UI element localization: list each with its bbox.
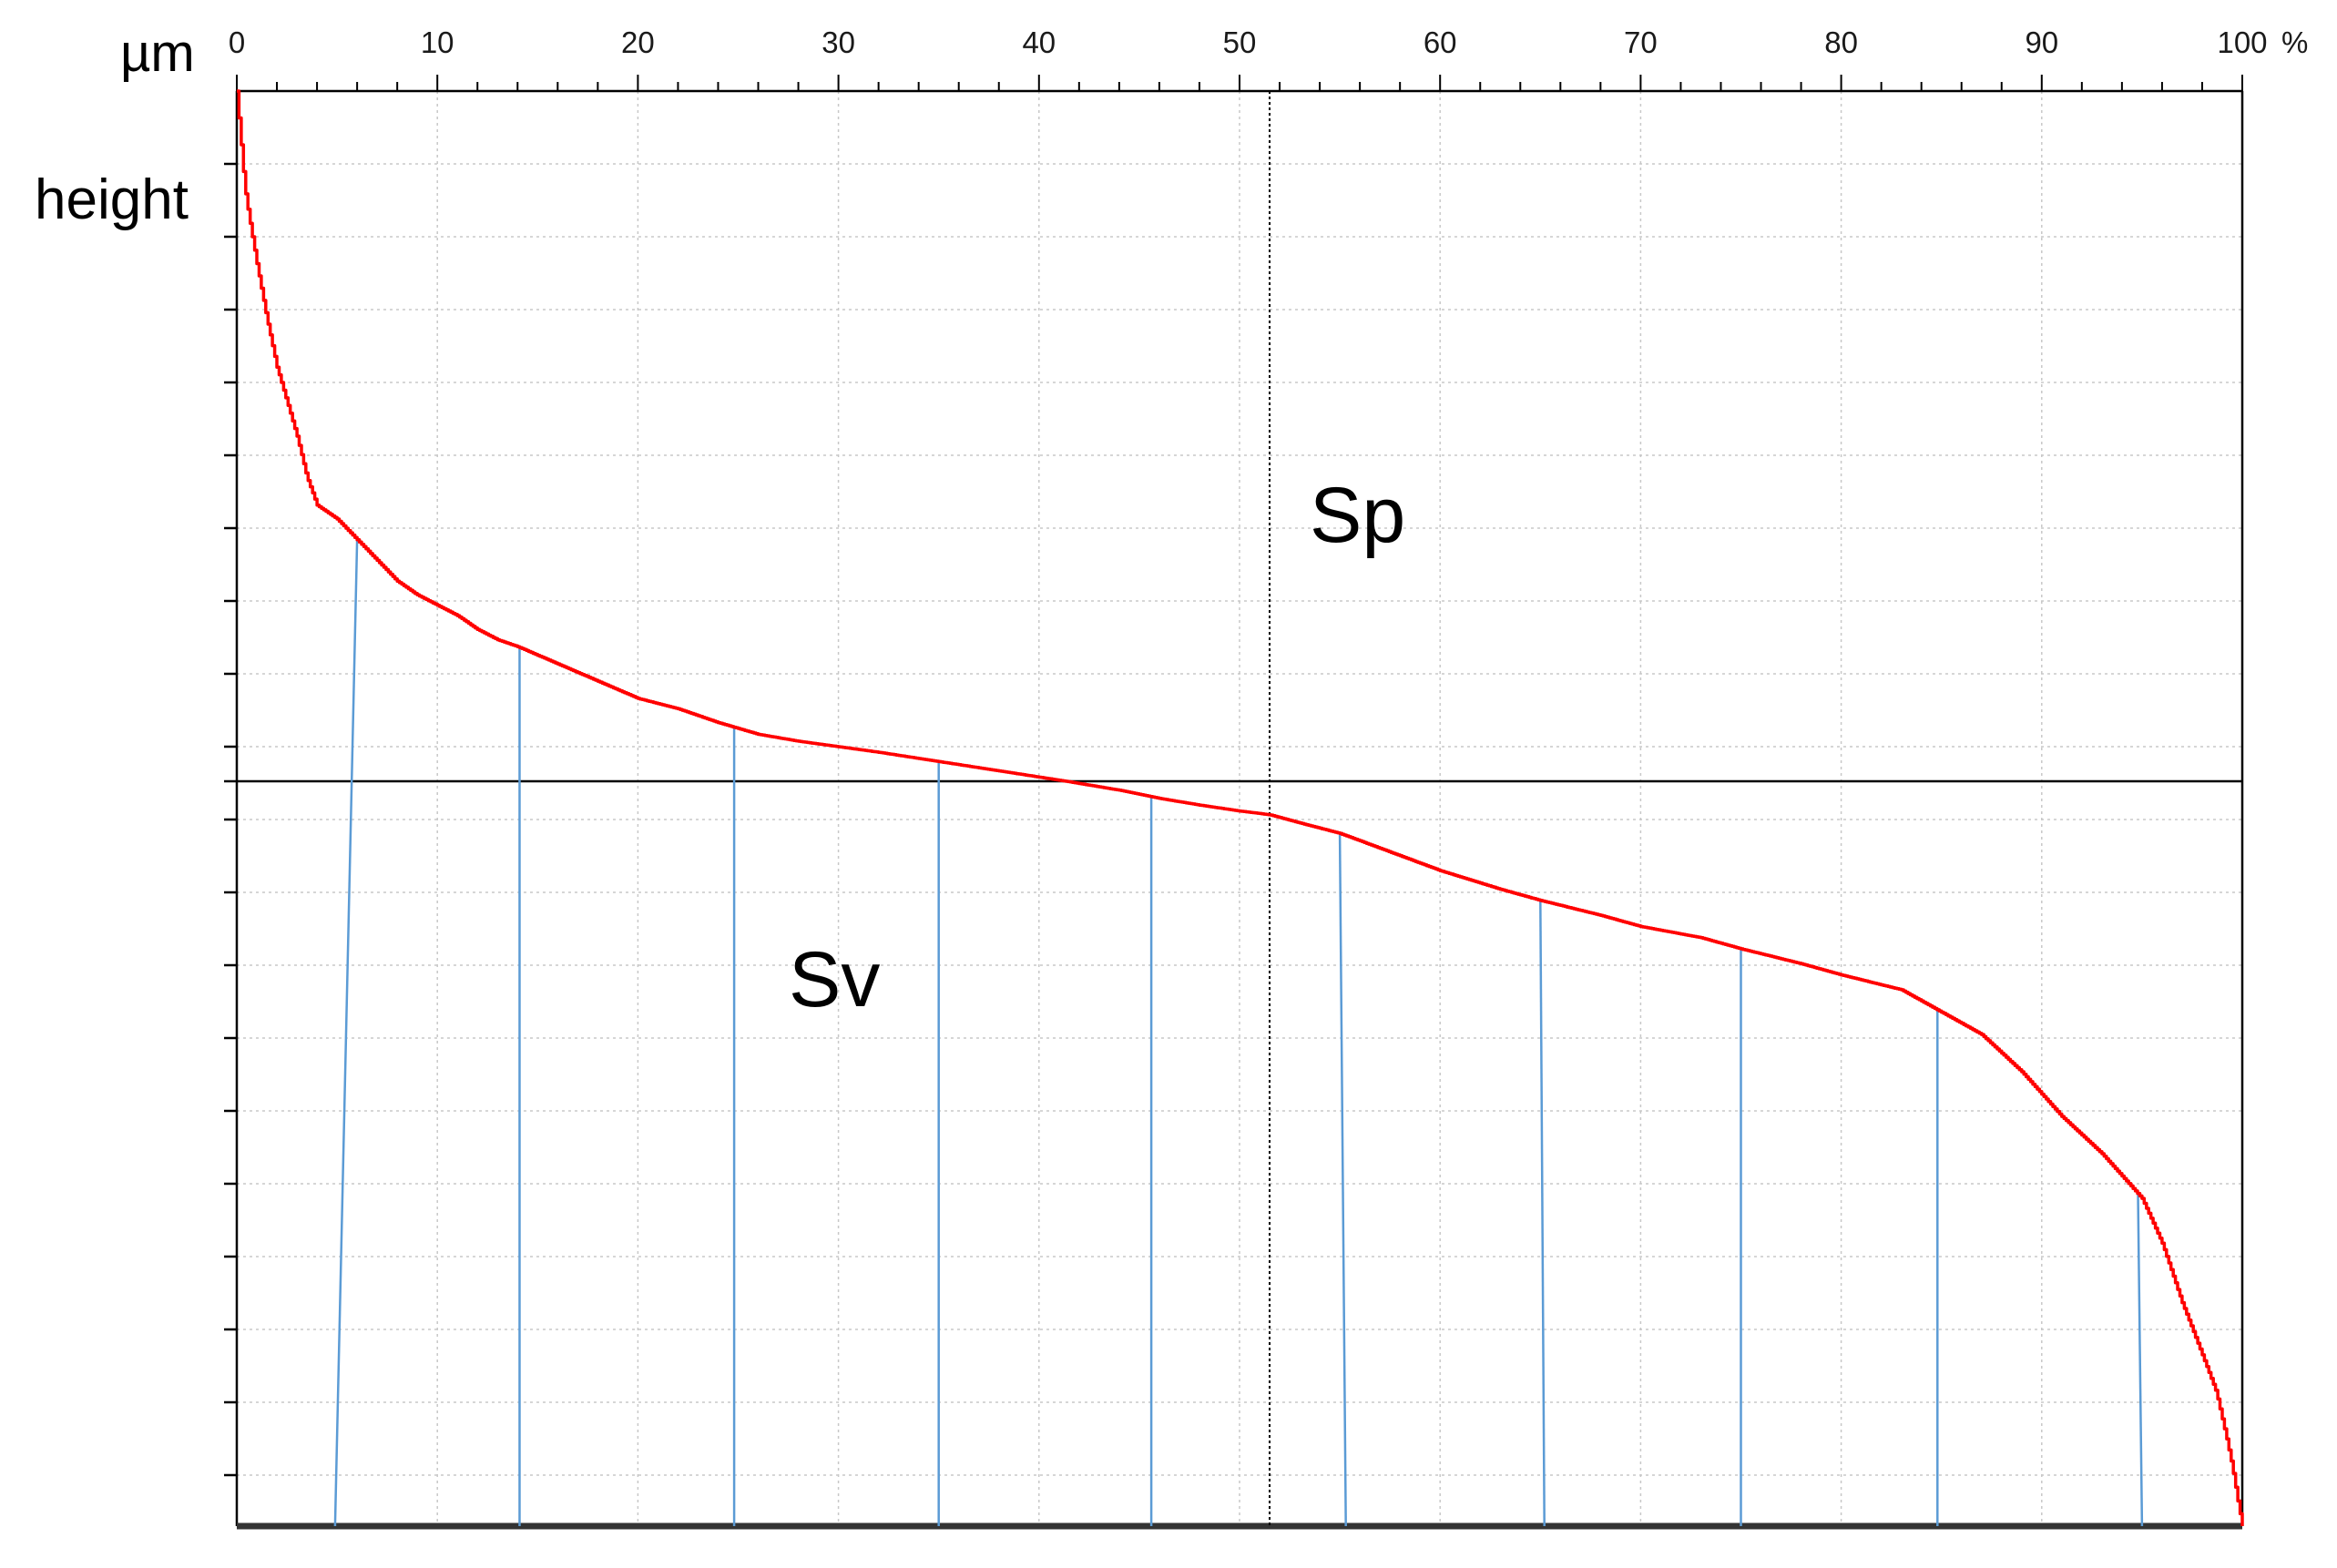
sv-region-label: Sv — [789, 936, 880, 1023]
material-ratio-curve — [237, 89, 2244, 1526]
left-axis-ticks — [224, 162, 237, 1477]
projection-line — [2137, 1194, 2144, 1527]
x-tick-label: 0 — [229, 25, 245, 59]
x-tick-label: 20 — [621, 25, 655, 59]
x-tick-label: 100 — [2217, 25, 2267, 59]
x-tick-label: 30 — [822, 25, 855, 59]
projection-line — [1338, 833, 1347, 1527]
x-tick-labels: 0 10 20 30 40 50 60 70 80 90 100 — [229, 25, 2268, 59]
y-unit-label: µm — [120, 24, 195, 83]
x-tick-label: 10 — [421, 25, 454, 59]
sp-region-label: Sp — [1310, 472, 1405, 559]
x-tick-label: 60 — [1424, 25, 1457, 59]
y-axis-label: height — [35, 168, 189, 231]
projection-line — [1539, 900, 1546, 1527]
top-axis-ticks — [236, 75, 2243, 91]
x-tick-label: 70 — [1624, 25, 1658, 59]
projection-line — [333, 539, 359, 1527]
x-tick-label: 80 — [1824, 25, 1858, 59]
x-tick-label: 90 — [2025, 25, 2058, 59]
x-tick-label: 40 — [1022, 25, 1056, 59]
x-axis-unit-label: % — [2281, 25, 2308, 59]
projection-lines — [333, 539, 2144, 1527]
x-tick-label: 50 — [1223, 25, 1257, 59]
horizontal-gridlines — [237, 163, 2242, 1476]
